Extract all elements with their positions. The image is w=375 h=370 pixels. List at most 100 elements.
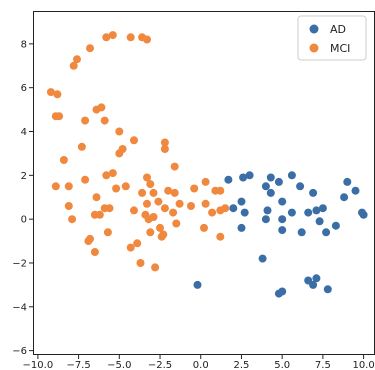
- data-point-mci: [208, 208, 217, 217]
- points-layer: [46, 31, 368, 298]
- x-tick-label: −7.5: [66, 360, 90, 370]
- data-point-mci: [64, 182, 73, 191]
- data-point-mci: [105, 204, 114, 213]
- data-point-mci: [68, 215, 77, 224]
- data-point-mci: [160, 145, 169, 153]
- data-point-mci: [115, 149, 124, 158]
- data-point-mci: [126, 33, 135, 42]
- data-point-mci: [187, 202, 195, 210]
- data-point-mci: [201, 199, 210, 208]
- x-tick-label: 7.5: [315, 360, 331, 370]
- data-point-ad: [278, 226, 287, 235]
- data-point-mci: [77, 142, 86, 151]
- data-point-mci: [73, 55, 81, 64]
- data-point-ad: [287, 171, 296, 180]
- data-point-ad: [278, 197, 287, 206]
- data-point-ad: [274, 177, 283, 186]
- data-point-mci: [175, 199, 184, 208]
- data-point-mci: [169, 208, 178, 217]
- y-tick-label: 8: [21, 39, 27, 50]
- data-point-ad: [263, 206, 272, 215]
- data-point-mci: [156, 223, 164, 232]
- data-point-ad: [312, 274, 321, 283]
- data-point-ad: [237, 223, 246, 232]
- data-point-mci: [146, 228, 155, 237]
- data-point-mci: [46, 88, 55, 97]
- data-point-ad: [340, 193, 349, 202]
- data-point-mci: [138, 188, 147, 197]
- data-point-mci: [126, 243, 135, 252]
- data-point-mci: [86, 234, 94, 243]
- data-point-ad: [359, 210, 368, 219]
- data-point-mci: [108, 169, 117, 178]
- data-point-mci: [100, 116, 109, 125]
- y-tick-label: −2: [12, 258, 27, 269]
- data-point-mci: [130, 206, 138, 215]
- data-point-mci: [149, 188, 158, 197]
- x-tick-label: −2.5: [148, 360, 172, 370]
- y-tick-label: 2: [21, 171, 27, 182]
- data-point-mci: [201, 177, 210, 186]
- data-point-ad: [297, 228, 306, 237]
- y-tick-label: 0: [21, 215, 27, 226]
- legend-label-ad: AD: [330, 23, 346, 36]
- data-point-ad: [239, 173, 248, 182]
- data-point-ad: [278, 287, 287, 296]
- data-point-mci: [51, 182, 60, 191]
- data-point-mci: [108, 31, 117, 40]
- x-tick-label: 2.5: [234, 360, 250, 370]
- data-point-mci: [154, 197, 163, 206]
- data-point-mci: [95, 210, 104, 219]
- data-point-ad: [296, 182, 305, 191]
- series-ad: [193, 171, 368, 298]
- data-point-ad: [240, 208, 249, 217]
- data-point-mci: [216, 186, 225, 195]
- legend: AD MCI: [297, 15, 367, 61]
- data-point-mci: [59, 156, 68, 164]
- data-point-ad: [278, 215, 287, 224]
- data-point-ad: [351, 186, 360, 195]
- x-tick-label: −10.0: [23, 360, 54, 370]
- data-point-mci: [55, 112, 64, 121]
- data-point-ad: [322, 228, 331, 237]
- data-point-mci: [130, 136, 138, 145]
- data-point-mci: [81, 116, 90, 125]
- x-tick-label: 0.0: [193, 360, 209, 370]
- data-point-mci: [143, 173, 151, 182]
- legend-marker-mci: [309, 43, 319, 53]
- data-point-ad: [245, 171, 254, 180]
- data-point-ad: [237, 197, 246, 206]
- data-point-mci: [146, 180, 155, 189]
- data-point-mci: [157, 232, 166, 241]
- data-point-mci: [102, 171, 111, 180]
- data-point-ad: [229, 204, 238, 213]
- data-point-mci: [97, 103, 106, 112]
- data-point-mci: [143, 199, 151, 208]
- data-point-mci: [64, 202, 73, 210]
- series-mci: [46, 31, 230, 272]
- x-tick-label: −5.0: [107, 360, 131, 370]
- data-point-mci: [170, 162, 179, 171]
- data-point-ad: [331, 221, 340, 230]
- y-axis: −6 −4 −2 0 2 4 6 8: [12, 39, 33, 357]
- data-point-ad: [304, 208, 313, 217]
- data-point-ad: [193, 280, 202, 289]
- data-point-mci: [151, 263, 160, 272]
- data-point-ad: [261, 215, 270, 224]
- data-point-ad: [258, 254, 267, 263]
- data-point-mci: [160, 204, 169, 213]
- data-point-mci: [81, 175, 90, 184]
- data-point-ad: [323, 285, 332, 294]
- data-point-mci: [221, 204, 230, 213]
- y-tick-label: −6: [12, 346, 27, 357]
- data-point-mci: [190, 184, 199, 193]
- data-point-ad: [266, 188, 275, 197]
- data-point-ad: [224, 175, 233, 184]
- data-point-mci: [103, 228, 112, 237]
- data-point-ad: [266, 173, 275, 182]
- legend-marker-ad: [309, 24, 319, 34]
- data-point-mci: [200, 223, 208, 232]
- data-point-mci: [90, 248, 99, 256]
- data-point-ad: [287, 208, 296, 217]
